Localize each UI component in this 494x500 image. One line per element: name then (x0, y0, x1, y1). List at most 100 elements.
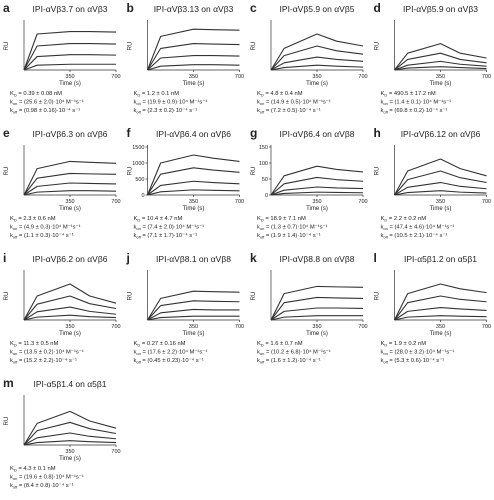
symbol: k (10, 233, 13, 239)
kinetic-constant: koff = (1.9 ± 1.4)·10⁻⁴ s⁻¹ (257, 232, 321, 240)
x-axis-label: Time (s) (59, 456, 81, 462)
x-axis-label: Time (s) (59, 331, 81, 337)
subscript: D (14, 468, 17, 473)
value-text: = (15.2 ± 2.2)·10⁻⁴ s⁻¹ (17, 357, 77, 364)
sensorgram-line (147, 180, 240, 196)
panel-letter: g (250, 126, 257, 140)
kinetic-constant: kon = (4.9 ± 0.3)·10⁴ M⁻¹s⁻¹ (10, 224, 81, 232)
sensorgram-line (147, 300, 240, 321)
x-tick-label: 700 (111, 199, 120, 205)
panel-title: IPI-αVβ6.2 on αVβ6 (33, 254, 108, 264)
panel: d IPI-αVβ5.9 on αVβ3 RU 350 700 Time (s) KD = … (374, 1, 492, 115)
kinetic-constant: koff = (0.45 ± 0.23)·10⁻⁴ s⁻¹ (134, 357, 204, 365)
kinetic-constant: KD = 1.2 ± 0.1 nM (134, 91, 180, 98)
value-text: = 11.3 ± 0.5 nM (17, 341, 59, 347)
kinetic-constant: KD = 4.3 ± 0.1 nM (10, 466, 56, 473)
subscript: on (13, 351, 17, 356)
x-tick-label: 700 (111, 74, 120, 80)
subscript: off (383, 360, 388, 365)
kinetic-constant: koff = (0.98 ± 0.16)·10⁻⁴ s⁻¹ (10, 107, 80, 115)
kinetic-constant: KD = 4.8 ± 0.4 nM (257, 91, 303, 98)
value-text: = (10.5 ± 2.1)·10⁻⁴ s⁻¹ (388, 232, 448, 239)
value-text: = (1.4 ± 0.1)·10⁴ M⁻¹s⁻¹ (388, 99, 451, 106)
y-axis-label: RU (128, 42, 134, 51)
symbol: k (10, 483, 13, 489)
kinetic-constant: koff = (2.3 ± 0.2)·10⁻⁴ s⁻¹ (134, 107, 198, 115)
panel-letter: d (374, 1, 381, 15)
y-axis-label: RU (4, 42, 10, 51)
value-text: = (1.9 ± 1.4)·10⁻⁴ s⁻¹ (264, 232, 320, 239)
sensorgram-line (270, 165, 364, 196)
y-axis-label: RU (251, 292, 257, 301)
subscript: on (260, 101, 264, 106)
kinetic-constant: kon = (19.9 ± 0.9)·10⁴ M⁻¹s⁻¹ (134, 99, 208, 107)
value-text: = 1.6 ± 0.7 nM (264, 341, 303, 347)
panel-letter: a (3, 1, 10, 15)
sensorgram-line (394, 60, 487, 71)
subscript: on (136, 351, 140, 356)
symbol: K (10, 216, 14, 222)
value-text: = (17.6 ± 2.2)·10⁴ M⁻¹s⁻¹ (141, 349, 207, 356)
value-text: = (19.6 ± 0.8)·10⁴ M⁻¹s⁻¹ (17, 474, 83, 481)
panel-title: IPI-αVβ5.9 on αVβ5 (280, 4, 355, 14)
kinetic-constant: koff = (5.3 ± 0.6)·10⁻⁴ s⁻¹ (381, 357, 445, 365)
x-tick-label: 700 (358, 74, 367, 80)
kinetic-constant: kon = (14.9 ± 0.5)·10⁴ M⁻¹s⁻¹ (257, 99, 331, 107)
x-tick-label: 350 (312, 324, 321, 330)
panel-title: IPI-α5β1.4 on α5β1 (33, 379, 106, 389)
symbol: k (134, 225, 137, 231)
panel-title: IPI-αVβ6.12 on αVβ6 (401, 129, 481, 139)
sensorgram-line (394, 66, 487, 71)
kinetic-constant: koff = (1.6 ± 1.2)·10⁻⁴ s⁻¹ (257, 357, 321, 365)
kinetic-constant: kon = (28.0 ± 3.2)·10⁴ M⁻¹s⁻¹ (381, 349, 455, 357)
value-text: = (25.6 ± 2.0)·10⁴ M⁻¹s⁻¹ (17, 99, 83, 106)
symbol: k (257, 350, 260, 356)
subscript: on (136, 226, 140, 231)
symbol: k (134, 100, 137, 106)
x-tick-label: 700 (235, 199, 244, 205)
kinetic-constant: kon = (7.4 ± 2.0)·10⁴ M⁻¹s⁻¹ (134, 224, 205, 232)
panel-letter: e (3, 126, 10, 140)
panel-title: IPI-αVβ3.13 on αVβ3 (154, 4, 234, 14)
subscript: D (14, 218, 17, 223)
sensorgram-line (394, 306, 487, 321)
sensorgram-line (394, 170, 487, 196)
subscript: D (384, 343, 387, 348)
sensorgram-line (270, 176, 364, 196)
value-text: = (8.4 ± 0.8)·10⁻⁴ s⁻¹ (17, 482, 73, 489)
subscript: on (260, 351, 264, 356)
value-text: = (1.3 ± 0.7)·10⁴ M⁻¹s⁻¹ (264, 224, 327, 231)
subscript: off (260, 360, 265, 365)
sensorgram-line (394, 52, 487, 71)
subscript: on (383, 351, 387, 356)
kinetic-constant: kon = (1.4 ± 0.1)·10⁴ M⁻¹s⁻¹ (381, 99, 452, 107)
sensorgram-line (147, 43, 240, 71)
value-text: = 1.9 ± 0.2 nM (387, 341, 426, 347)
symbol: K (381, 216, 385, 222)
panel: g IPI-αVβ6.4 on αVβ8 RU 0 50 100 150 350 700 Time… (250, 126, 368, 240)
symbol: k (10, 358, 13, 364)
x-tick-label: 700 (235, 324, 244, 330)
x-axis-label: Time (s) (183, 206, 205, 212)
y-axis-label: RU (251, 42, 257, 51)
symbol: k (134, 358, 137, 364)
panel-letter: m (3, 376, 14, 390)
sensorgram-line (394, 190, 487, 196)
sensorgram-line (23, 421, 117, 446)
sensorgram-line (23, 172, 117, 196)
kinetic-constant: KD = 0.27 ± 0.16 nM (134, 341, 186, 348)
sensorgram-line (394, 315, 487, 321)
subscript: off (13, 360, 18, 365)
value-text: = (69.8 ± 0.2)·10⁻⁴ s⁻¹ (388, 107, 448, 114)
x-tick-label: 350 (189, 74, 198, 80)
y-axis-label: RU (4, 292, 10, 301)
value-text: = (5.3 ± 0.6)·10⁻⁴ s⁻¹ (388, 357, 444, 364)
x-axis-label: Time (s) (183, 331, 205, 337)
x-tick-label: 700 (358, 324, 367, 330)
symbol: K (10, 341, 14, 347)
value-text: = 4.3 ± 0.1 nM (17, 466, 56, 472)
